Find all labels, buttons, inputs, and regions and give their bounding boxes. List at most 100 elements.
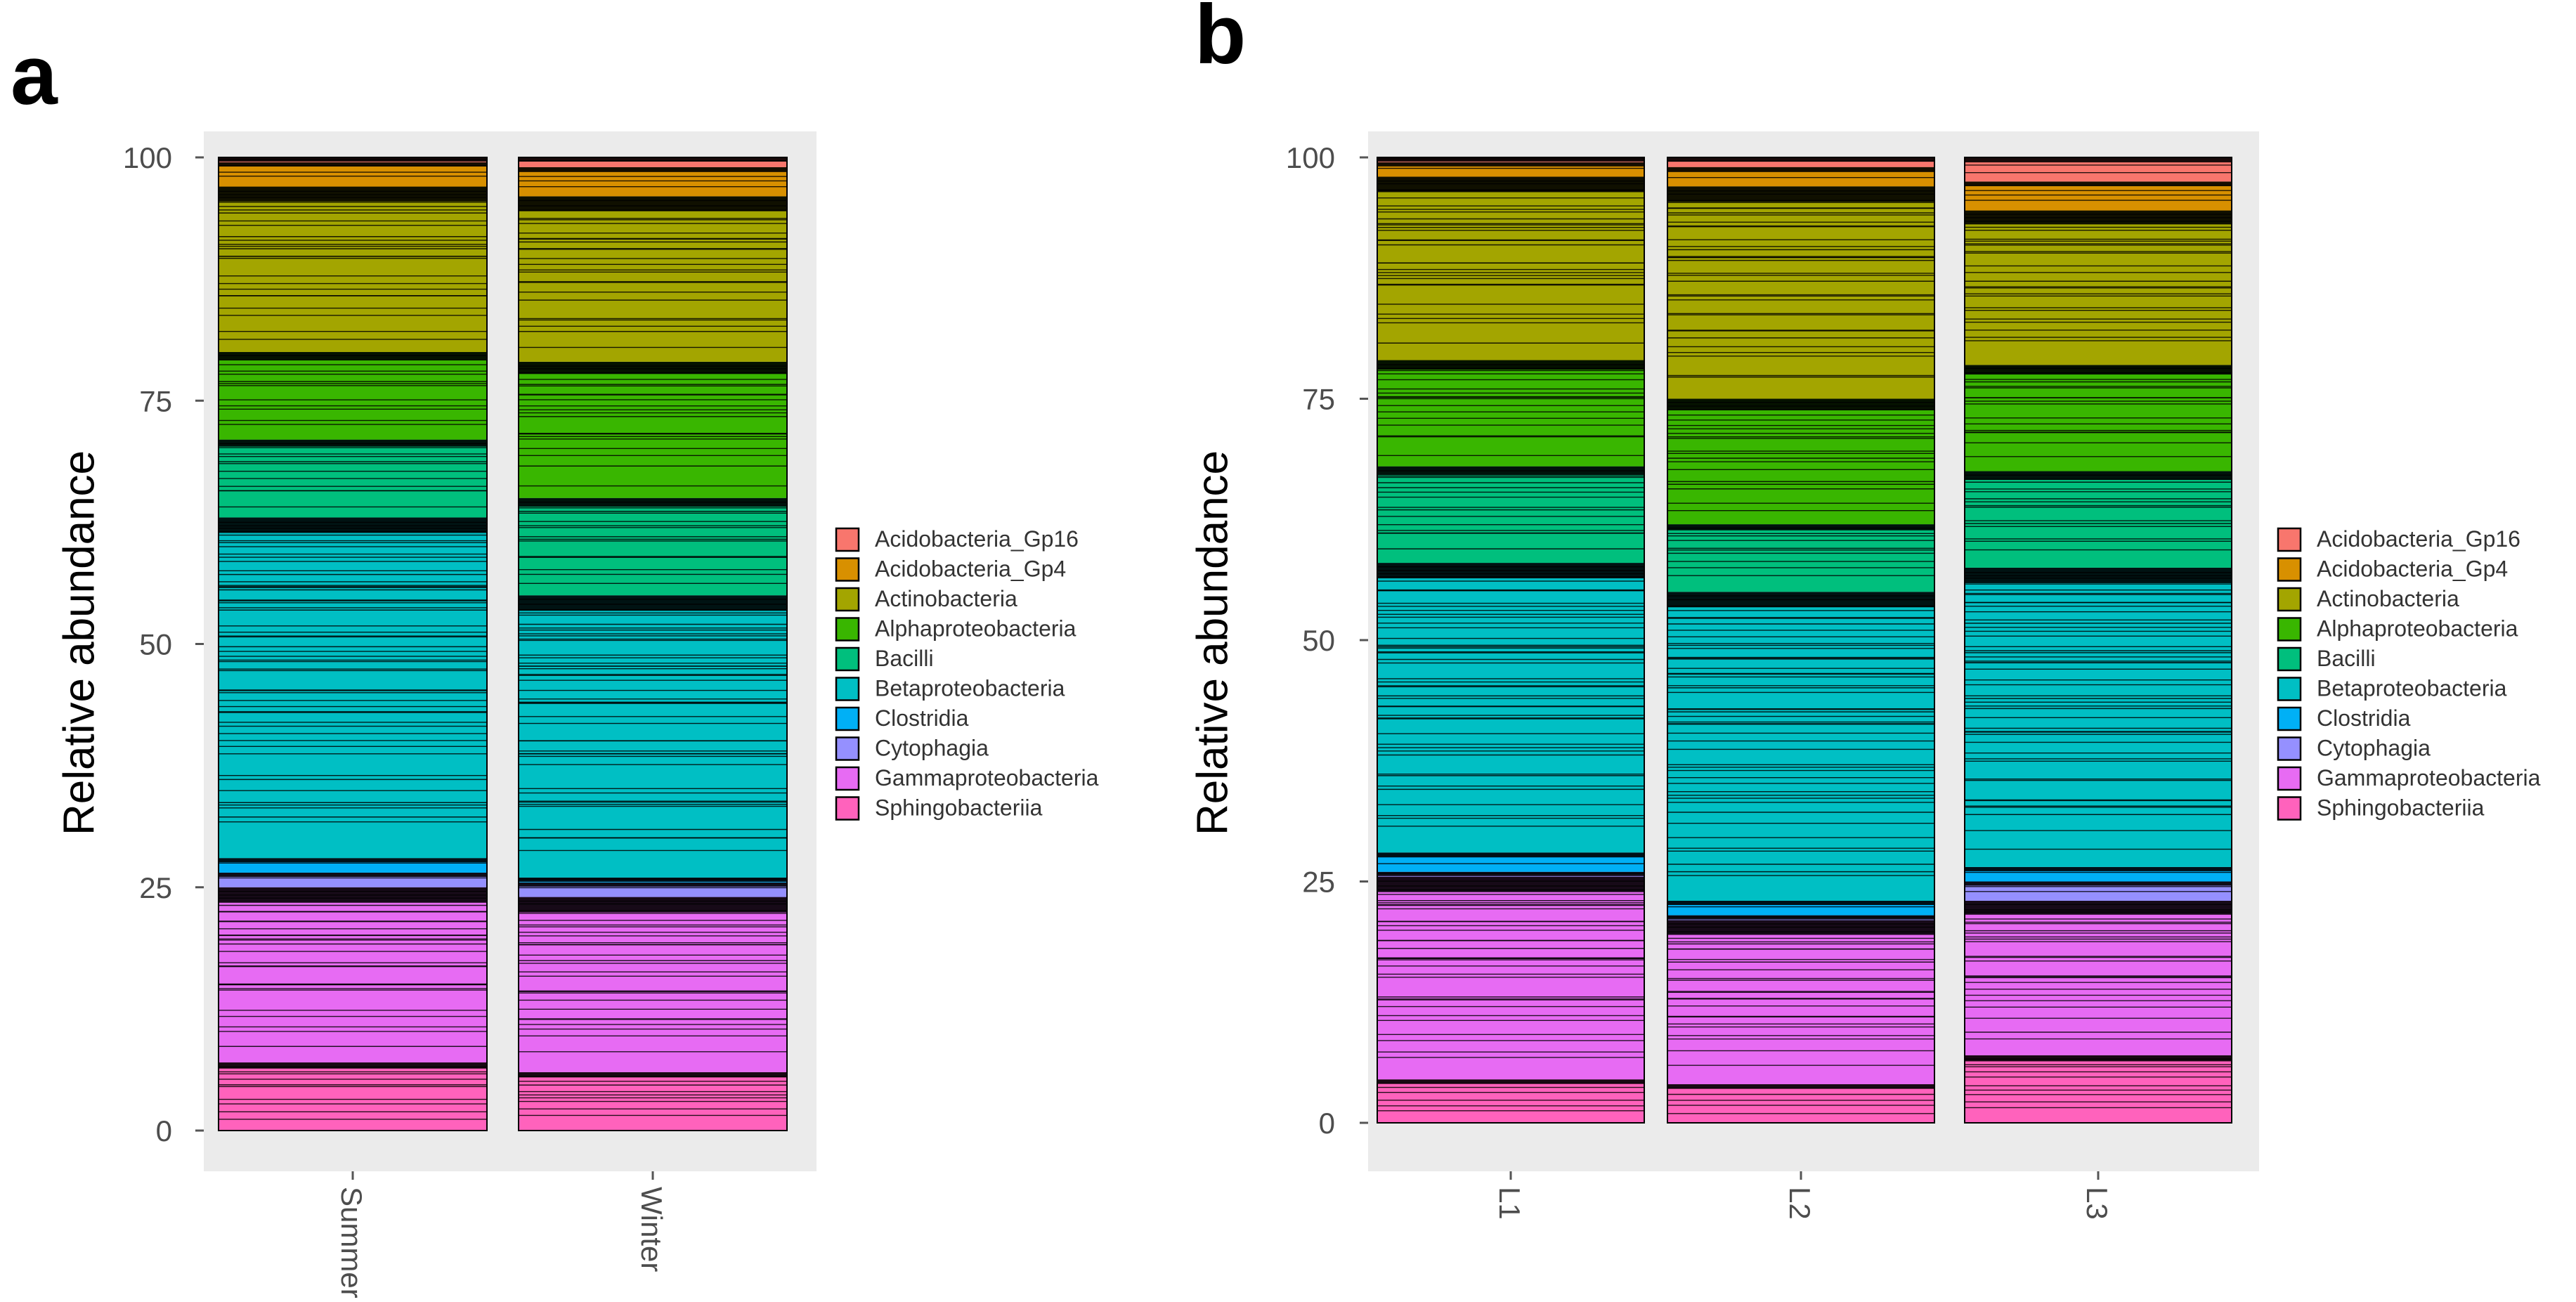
a-legend-key-betaproteobacteria	[835, 677, 860, 701]
a-legend-label-sphingobacteriia: Sphingobacteriia	[875, 795, 1043, 821]
b-segment-actinobacteria	[1965, 210, 2232, 365]
a-segment-top-band	[219, 352, 487, 360]
b-segment-top-band	[1377, 157, 1644, 162]
b-segment-top-band	[1377, 563, 1644, 579]
a-legend-label-actinobacteria: Actinobacteria	[875, 586, 1017, 611]
b-panel-letter: b	[1195, 0, 1246, 82]
b-segment-top-band	[1667, 915, 1934, 920]
a-segment-top-band	[219, 186, 487, 202]
b-segment-top-band	[1965, 181, 2232, 186]
a-segment-top-band	[219, 1062, 487, 1069]
a-segment-top-band	[219, 517, 487, 533]
a-legend-label-acidobacteria-gp4: Acidobacteria_Gp4	[875, 556, 1066, 582]
b-segment-fill	[1667, 524, 1934, 592]
b-legend-key-acidobacteria-gp4	[2277, 557, 2302, 582]
b-legend-key-gammaproteobacteria	[2277, 766, 2302, 791]
a-legend-label-betaproteobacteria: Betaproteobacteria	[875, 676, 1065, 701]
b-segment-top-band	[1667, 920, 1934, 935]
a-segment-fill	[519, 196, 787, 362]
b-segment-acidobacteria-gp16	[1377, 157, 1644, 162]
b-legend-label-alphaproteobacteria: Alphaproteobacteria	[2317, 616, 2518, 642]
b-segment-sphingobacteriia	[1965, 1055, 2232, 1123]
b-legend-key-cytophagia	[2277, 736, 2302, 761]
a-segment-alphaproteobacteria	[219, 352, 487, 440]
a-legend-key-actinobacteria	[835, 587, 860, 612]
a-segment-clostridia	[219, 858, 487, 873]
a-segment-clostridia	[519, 877, 787, 883]
b-segment-alphaproteobacteria	[1667, 398, 1934, 525]
panel-b: b Relative abundance 0 25 50 75 100 L1 L2 L3 Acido…	[1189, 0, 2541, 1220]
b-segment-fill	[1667, 920, 1934, 1085]
b-segment-top-band	[1667, 1084, 1934, 1089]
b-segment-top-band	[1377, 876, 1644, 892]
b-y-tick-label: 100	[1286, 141, 1335, 174]
a-y-tick-label: 25	[139, 871, 172, 904]
a-segment-top-band	[519, 196, 787, 211]
b-legend-key-alphaproteobacteria	[2277, 617, 2302, 642]
a-y-axis-label: Relative abundance	[56, 450, 104, 835]
b-legend-label-sphingobacteriia: Sphingobacteriia	[2317, 795, 2485, 821]
b-segment-fill	[1667, 1084, 1934, 1123]
b-segment-top-band	[1377, 1079, 1644, 1084]
a-segment-sphingobacteriia	[219, 1062, 487, 1131]
a-segment-top-band	[219, 439, 487, 447]
a-legend-key-sphingobacteriia	[835, 796, 860, 821]
b-segment-acidobacteria-gp4	[1965, 181, 2232, 211]
a-segment-top-band	[519, 595, 787, 611]
b-segment-fill	[1377, 176, 1644, 360]
a-legend-key-gammaproteobacteria	[835, 766, 860, 791]
b-segment-top-band	[1667, 167, 1934, 171]
b-segment-top-band	[1965, 1055, 2232, 1062]
a-bar-outline	[518, 157, 788, 1131]
b-segment-top-band	[1377, 466, 1644, 476]
a-legend-key-acidobacteria-gp4	[835, 557, 860, 582]
a-legend-label-acidobacteria-gp16: Acidobacteria_Gp16	[875, 526, 1079, 552]
a-segment-sphingobacteriia	[519, 1072, 787, 1131]
b-segment-top-band	[1667, 592, 1934, 608]
b-legend-label-cytophagia: Cytophagia	[2317, 736, 2431, 761]
b-segment-actinobacteria	[1377, 176, 1644, 360]
a-segment-actinobacteria	[219, 186, 487, 352]
b-segment-top-band	[1965, 210, 2232, 225]
b-category-label-l3: L3	[2081, 1187, 2114, 1220]
b-segment-alphaproteobacteria	[1965, 365, 2232, 471]
b-bar-l3	[1964, 157, 2232, 1124]
a-segment-fill	[519, 361, 787, 498]
a-y-tick-label: 100	[123, 141, 172, 174]
b-segment-fill	[1667, 592, 1934, 901]
b-segment-bacilli	[1667, 524, 1934, 592]
b-segment-fill	[1667, 186, 1934, 399]
a-segment-fill	[219, 186, 487, 352]
a-bar-outline	[218, 157, 488, 1131]
a-panel-letter: a	[11, 28, 58, 122]
a-segment-gammaproteobacteria	[219, 887, 487, 1063]
b-segment-acidobacteria-gp4	[1667, 167, 1934, 187]
b-segment-fill	[1965, 471, 2232, 568]
a-segment-fill	[219, 1062, 487, 1131]
b-segment-fill	[1965, 1055, 2232, 1123]
b-y-tick-label: 50	[1302, 624, 1335, 657]
b-segment-top-band	[1965, 471, 2232, 480]
b-bar-outline	[1667, 157, 1935, 1124]
b-segment-top-band	[1667, 524, 1934, 530]
a-segment-acidobacteria-gp4	[219, 162, 487, 187]
b-legend-key-sphingobacteriia	[2277, 796, 2302, 821]
b-segment-gammaproteobacteria	[1965, 900, 2232, 1055]
b-segment-clostridia	[1377, 852, 1644, 872]
a-segment-betaproteobacteria	[219, 517, 487, 859]
b-segment-top-band	[1965, 881, 2232, 886]
a-segment-top-band	[219, 858, 487, 863]
b-bar-outline	[1377, 157, 1645, 1124]
a-segment-top-band	[519, 497, 787, 507]
b-segment-fill	[1377, 360, 1644, 467]
b-segment-top-band	[1965, 567, 2232, 583]
a-segment-top-band	[519, 1072, 787, 1078]
a-segment-bacilli	[219, 439, 487, 518]
b-segment-top-band	[1667, 398, 1934, 410]
b-legend-key-clostridia	[2277, 706, 2302, 731]
panel-a: a Relative abundance 0 25 50 75 100 Summer Winte…	[11, 28, 1099, 1298]
a-segment-top-band	[219, 887, 487, 903]
b-segment-cytophagia	[1965, 881, 2232, 901]
b-segment-betaproteobacteria	[1965, 567, 2232, 867]
a-category-label-summer: Summer	[335, 1187, 368, 1298]
